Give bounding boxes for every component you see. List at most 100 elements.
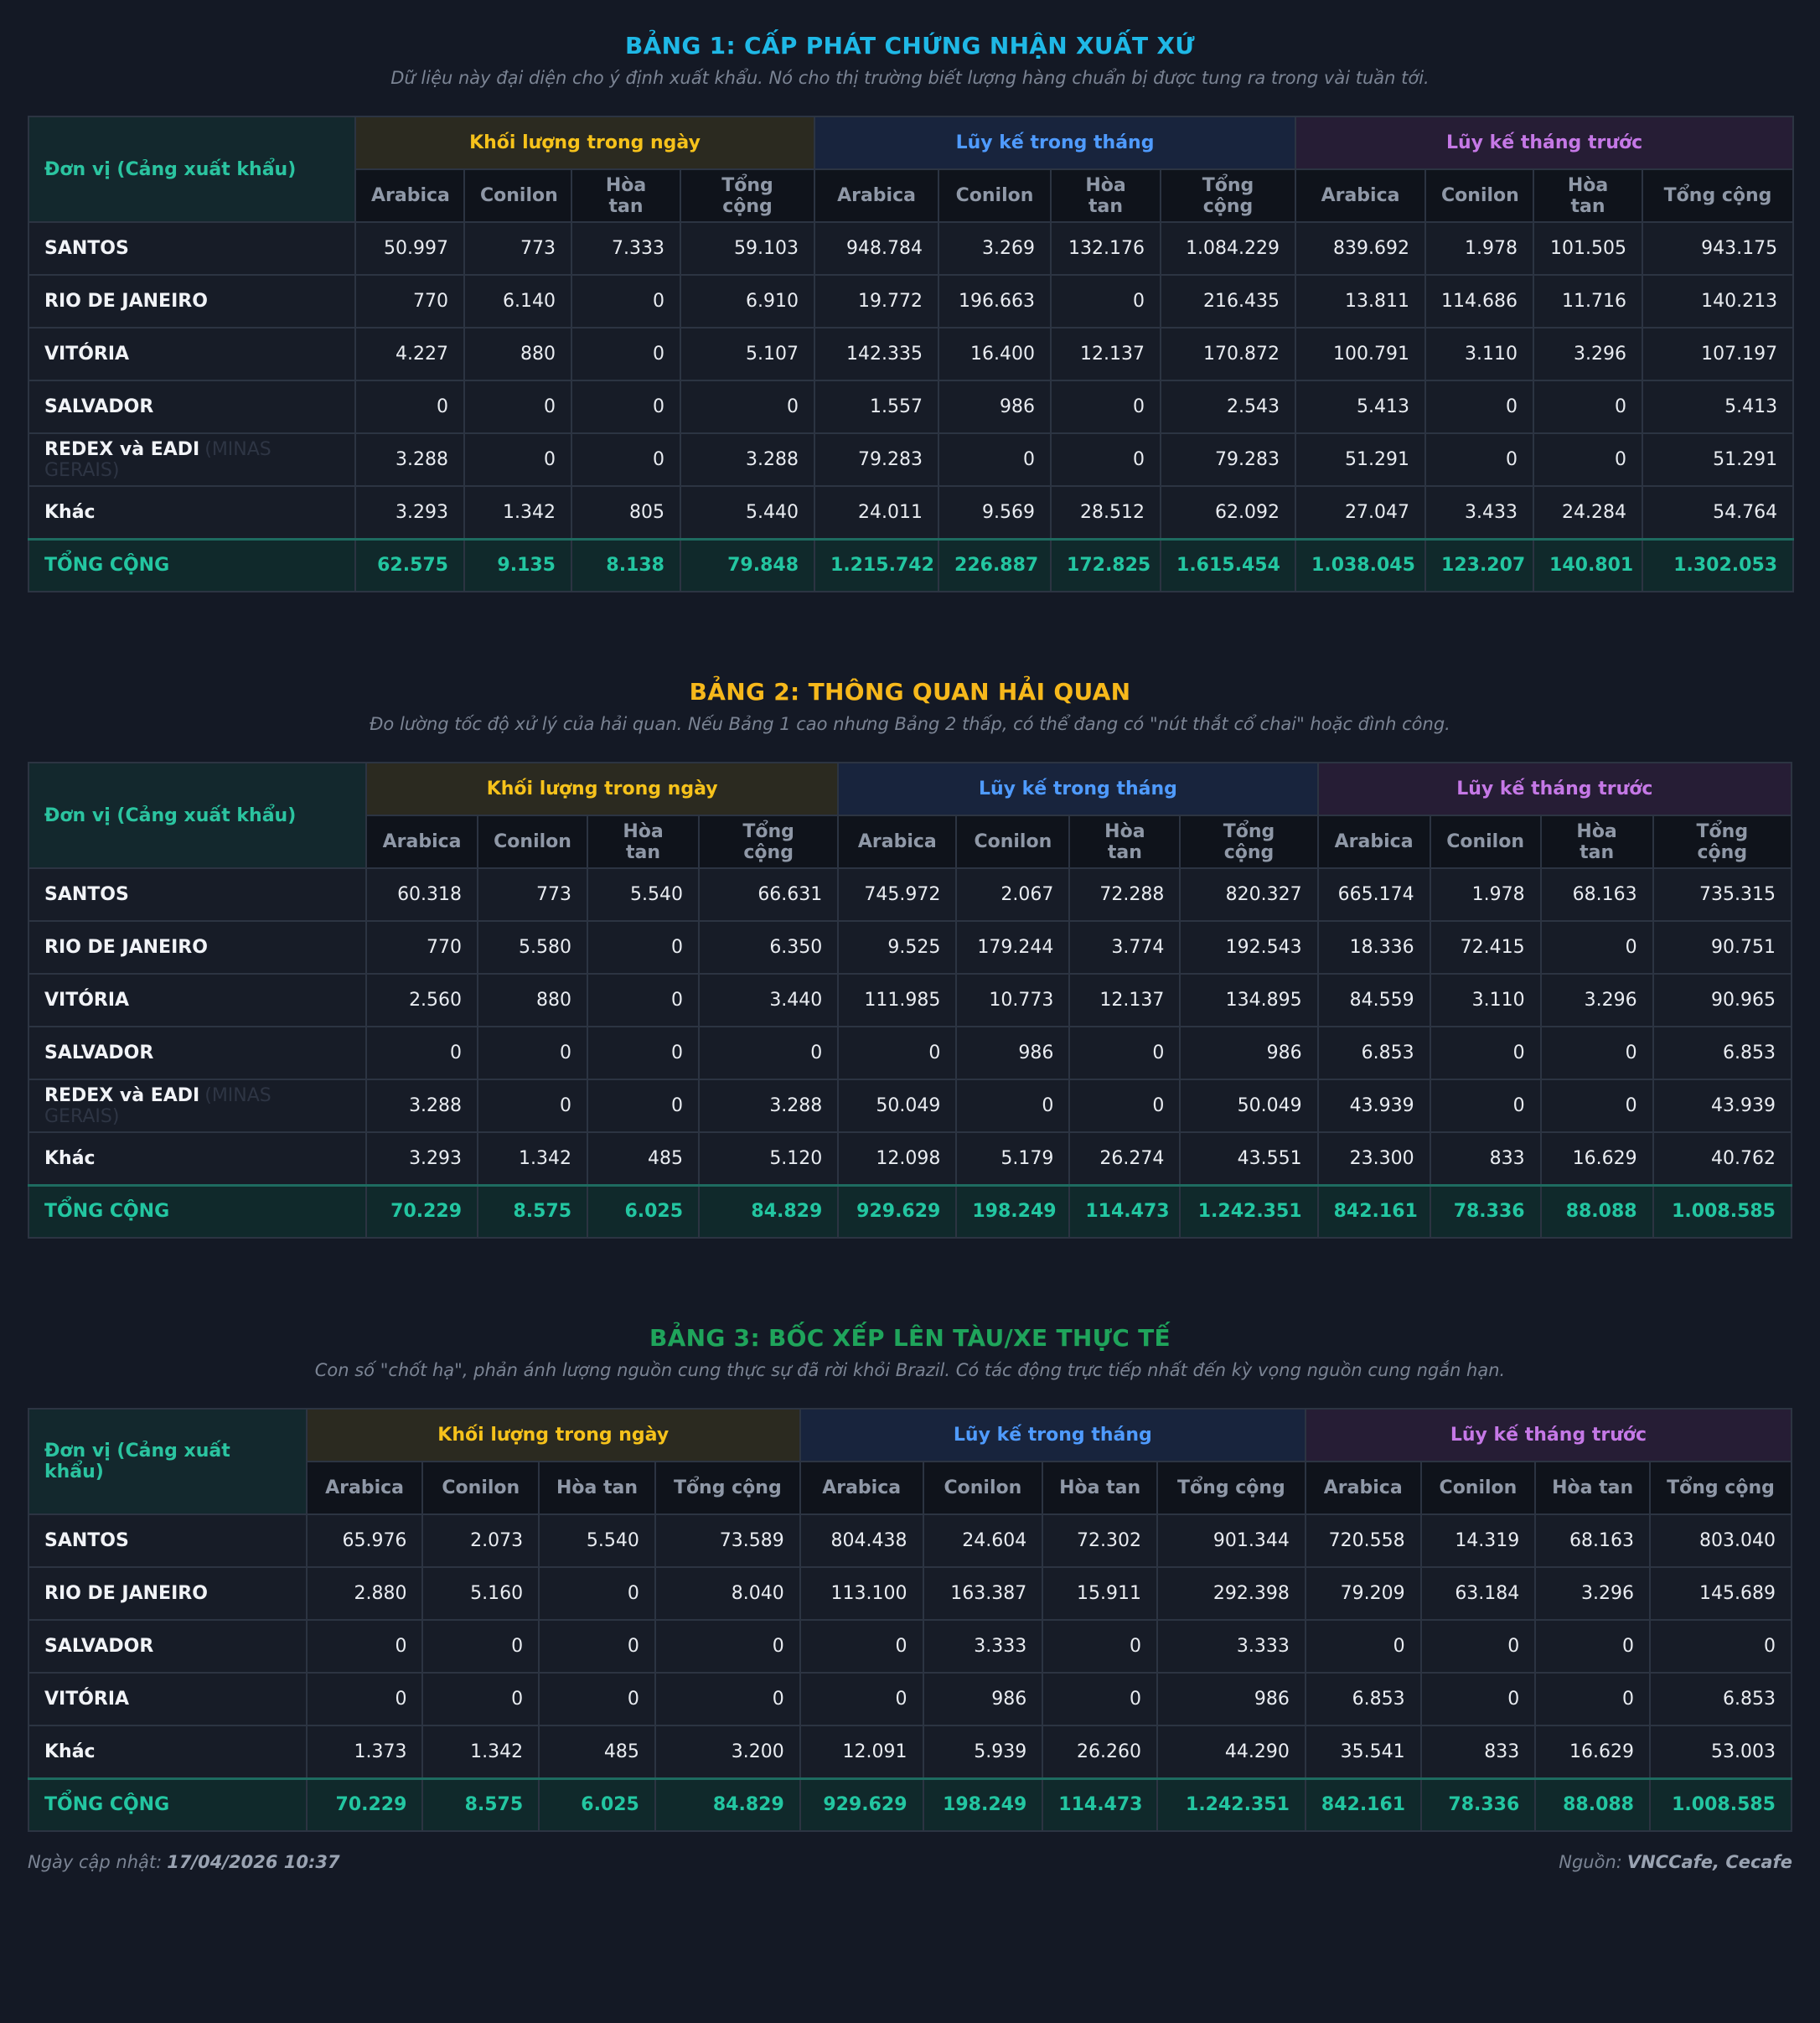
port-name: REDEX và EADI xyxy=(44,438,200,460)
table-cell: 0 xyxy=(1539,1079,1654,1133)
table-cell: 170.872 xyxy=(1160,327,1297,381)
table-cell: 9.569 xyxy=(938,485,1052,540)
table-row: SANTOS 50.997 773 7.333 59.103 948.784 3.269 13… xyxy=(28,221,1795,276)
table-cell: 0 xyxy=(1050,380,1162,434)
updated-value: 17/04/2026 10:37 xyxy=(167,1852,340,1872)
table-cell: 54.764 xyxy=(1642,485,1795,540)
port-name: RIO DE JANEIRO xyxy=(44,291,208,312)
table-cell: 134.895 xyxy=(1179,973,1319,1027)
column-header: Conilon xyxy=(1424,168,1535,223)
table-cell: 145.689 xyxy=(1649,1566,1792,1621)
port-name: SALVADOR xyxy=(44,396,154,417)
total-cell: 62.575 xyxy=(354,537,465,592)
table-cell: 40.762 xyxy=(1652,1131,1793,1186)
table-cell: 19.772 xyxy=(814,274,940,329)
table-cell: 72.302 xyxy=(1042,1513,1158,1568)
table-cell: 0 xyxy=(1534,1672,1651,1726)
port-name: RIO DE JANEIRO xyxy=(44,937,208,958)
table-cell: 1.342 xyxy=(463,485,572,540)
table-cell: 0 xyxy=(305,1672,424,1726)
column-header: Conilon xyxy=(1429,815,1542,869)
column-header: Hòa tan xyxy=(571,168,681,223)
table-cell: 24.284 xyxy=(1533,485,1644,540)
table-cell: 0 xyxy=(837,1026,958,1080)
table-cell: 16.400 xyxy=(938,327,1052,381)
table-cell: 0 xyxy=(538,1619,656,1674)
table-cell: 0 xyxy=(1533,432,1644,487)
table-cell: 216.435 xyxy=(1160,274,1297,329)
table-cell: 0 xyxy=(477,1079,589,1133)
table-cell: 4.227 xyxy=(354,327,465,381)
total-cell: 8.575 xyxy=(421,1777,540,1832)
table-cell: 15.911 xyxy=(1042,1566,1158,1621)
column-header: Hòa tan xyxy=(1533,168,1644,223)
table-cell: 0 xyxy=(955,1079,1071,1133)
table-cell: 79.209 xyxy=(1304,1566,1422,1621)
total-cell: 1.615.454 xyxy=(1160,537,1297,592)
table-cell: 986 xyxy=(1179,1026,1319,1080)
table-cell: 73.589 xyxy=(654,1513,801,1568)
table-cell: 79.283 xyxy=(814,432,940,487)
group-header-prev-month: Lũy kế tháng trước xyxy=(1304,1408,1793,1462)
row-label: SANTOS xyxy=(28,221,356,276)
column-header: Hòa tan xyxy=(1534,1461,1651,1515)
table-cell: 44.290 xyxy=(1156,1725,1306,1779)
table-cell: 0 xyxy=(463,380,572,434)
table-cell: 0 xyxy=(587,1079,701,1133)
table-cell: 770 xyxy=(354,274,465,329)
table-cell: 0 xyxy=(587,1026,701,1080)
table-subtitle: Dữ liệu này đại diện cho ý định xuất khẩ… xyxy=(390,68,1430,88)
column-header: Conilon xyxy=(938,168,1052,223)
table-cell: 0 xyxy=(1419,1672,1537,1726)
data-table: Đơn vị (Cảng xuất khẩu) Khối lượng trong … xyxy=(27,762,1793,1239)
table-cell: 24.011 xyxy=(814,485,940,540)
total-row: TỔNG CỘNG 70.229 8.575 6.025 84.829 929.629 19… xyxy=(27,1183,1793,1239)
group-header-daily: Khối lượng trong ngày xyxy=(365,762,840,816)
port-name: RIO DE JANEIRO xyxy=(44,1583,208,1604)
table-cell: 5.160 xyxy=(421,1566,540,1621)
table-cell: 943.175 xyxy=(1642,221,1795,276)
table-cell: 0 xyxy=(1050,432,1162,487)
total-cell: 78.336 xyxy=(1429,1183,1542,1239)
table-cell: 880 xyxy=(463,327,572,381)
table-subtitle: Đo lường tốc độ xử lý của hải quan. Nếu … xyxy=(370,714,1450,734)
table-cell: 0 xyxy=(698,1026,840,1080)
table-cell: 5.440 xyxy=(679,485,816,540)
table-cell: 12.137 xyxy=(1050,327,1162,381)
row-label: SALVADOR xyxy=(27,1026,368,1080)
group-header-daily: Khối lượng trong ngày xyxy=(354,116,816,170)
table-cell: 0 xyxy=(477,1026,589,1080)
table-cell: 0 xyxy=(305,1619,424,1674)
unit-column-header: Đơn vị (Cảng xuất khẩu) xyxy=(28,116,356,223)
table-cell: 803.040 xyxy=(1649,1513,1792,1568)
unit-column-header: Đơn vị (Cảng xuất khẩu) xyxy=(27,762,368,869)
table-cell: 0 xyxy=(1419,1619,1537,1674)
table-cell: 0 xyxy=(1539,1026,1654,1080)
table-section-2: BẢNG 2: THÔNG QUAN HẢI QUAN Đo lường tốc … xyxy=(27,676,1793,1322)
table-cell: 0 xyxy=(571,327,681,381)
table-cell: 0 xyxy=(1042,1672,1158,1726)
column-header: Conilon xyxy=(421,1461,540,1515)
table-cell: 948.784 xyxy=(814,221,940,276)
port-name: Khác xyxy=(44,1147,96,1169)
table-cell: 50.049 xyxy=(1179,1079,1319,1133)
row-label: RIO DE JANEIRO xyxy=(28,274,356,329)
port-name: SANTOS xyxy=(44,1530,129,1551)
total-cell: 123.207 xyxy=(1424,537,1535,592)
table-cell: 6.853 xyxy=(1304,1672,1422,1726)
column-header: Conilon xyxy=(463,168,572,223)
total-cell: 1.215.742 xyxy=(814,537,940,592)
table-cell: 62.092 xyxy=(1160,485,1297,540)
column-header: Tổng cộng xyxy=(1156,1461,1306,1515)
table-cell: 5.540 xyxy=(587,867,701,922)
table-cell: 3.288 xyxy=(679,432,816,487)
table-cell: 3.269 xyxy=(938,221,1052,276)
table-cell: 3.293 xyxy=(365,1131,479,1186)
table-cell: 1.373 xyxy=(305,1725,424,1779)
table-cell: 986 xyxy=(938,380,1052,434)
table-cell: 1.342 xyxy=(421,1725,540,1779)
table-cell: 5.413 xyxy=(1295,380,1427,434)
table-cell: 485 xyxy=(538,1725,656,1779)
group-header-prev-month: Lũy kế tháng trước xyxy=(1316,762,1793,816)
table-cell: 26.260 xyxy=(1042,1725,1158,1779)
